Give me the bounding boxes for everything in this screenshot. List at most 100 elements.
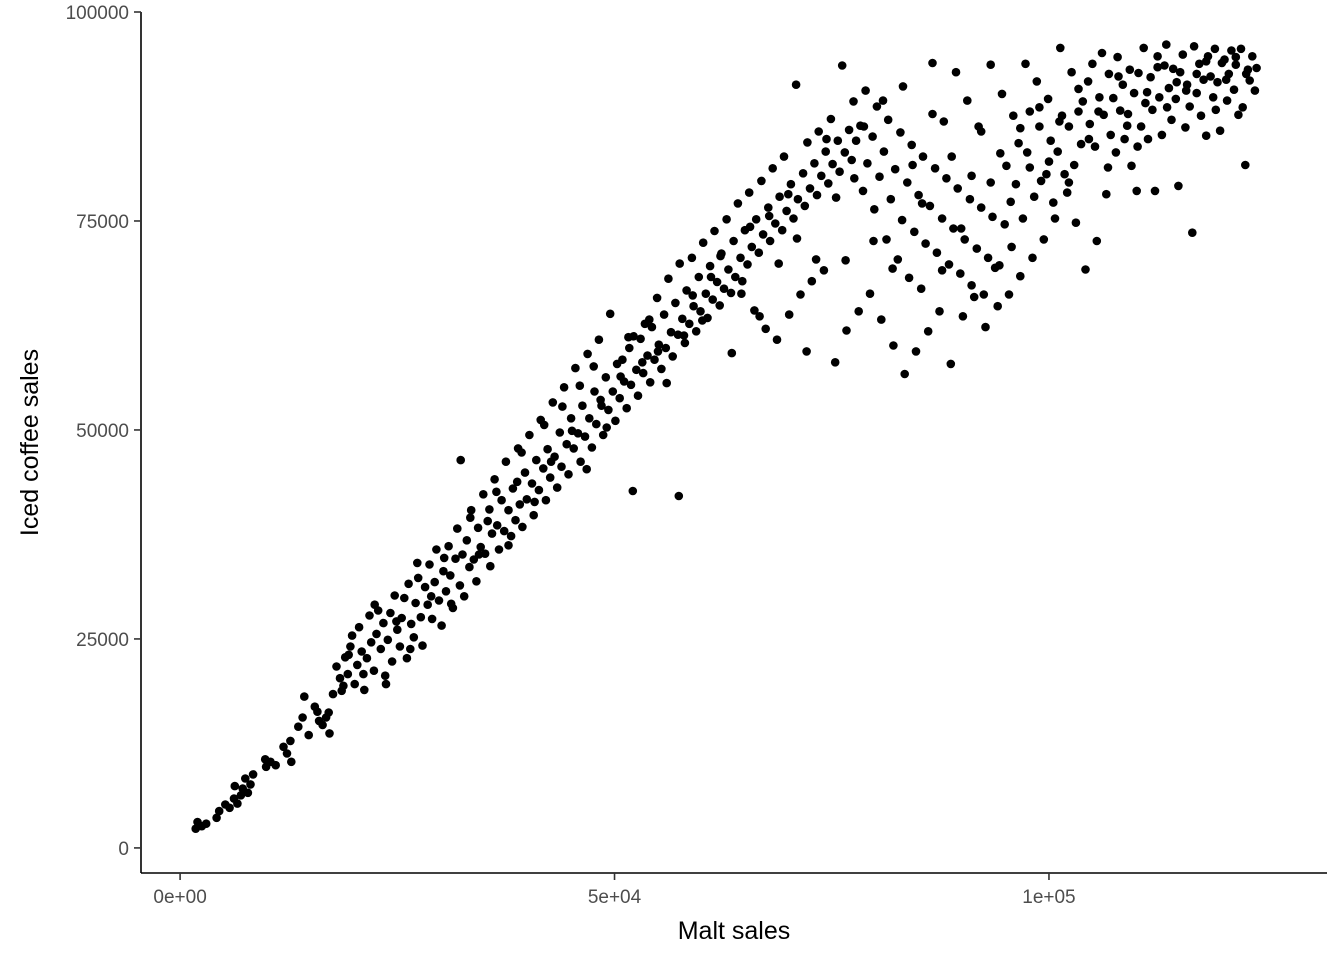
data-point xyxy=(515,500,525,509)
data-point xyxy=(888,264,897,273)
data-point xyxy=(1035,103,1044,112)
data-point xyxy=(337,686,347,696)
data-point xyxy=(1115,106,1125,115)
data-point xyxy=(387,657,397,666)
data-point xyxy=(604,405,613,415)
data-point xyxy=(504,505,513,515)
data-point xyxy=(868,132,877,141)
data-point xyxy=(937,266,947,275)
data-point xyxy=(1174,181,1183,191)
data-point xyxy=(601,373,611,382)
data-point xyxy=(662,378,671,388)
data-point xyxy=(444,541,453,551)
data-point xyxy=(737,289,746,299)
data-point xyxy=(539,420,549,430)
data-point xyxy=(466,513,475,522)
data-point xyxy=(335,673,345,683)
data-point xyxy=(605,309,615,319)
data-point xyxy=(792,234,802,243)
data-point xyxy=(434,596,444,605)
data-point xyxy=(814,127,823,136)
data-point xyxy=(525,430,534,440)
data-point xyxy=(850,174,859,183)
data-point xyxy=(722,215,731,224)
data-point xyxy=(1227,46,1236,55)
data-point xyxy=(567,426,577,436)
data-point xyxy=(589,362,598,371)
data-point xyxy=(986,60,995,69)
data-point xyxy=(1097,48,1107,58)
data-point xyxy=(1185,102,1194,111)
data-point xyxy=(1067,67,1076,77)
data-point xyxy=(1127,161,1136,171)
data-point xyxy=(822,134,831,144)
data-point xyxy=(650,355,659,365)
data-point xyxy=(566,414,576,423)
data-point xyxy=(675,259,684,268)
data-point xyxy=(841,255,850,265)
y-tick-label: 75000 xyxy=(76,212,129,233)
data-point xyxy=(1181,123,1190,132)
data-point xyxy=(1153,62,1162,72)
data-point xyxy=(791,80,801,89)
points-layer xyxy=(191,40,1261,833)
data-point xyxy=(688,291,697,300)
data-point xyxy=(907,140,916,150)
data-point xyxy=(383,635,393,645)
data-point xyxy=(1129,88,1139,98)
data-point xyxy=(883,115,893,125)
data-point xyxy=(1095,93,1104,102)
data-point xyxy=(1046,136,1055,145)
data-point xyxy=(942,174,951,183)
data-point xyxy=(357,647,367,656)
data-point xyxy=(657,364,666,374)
data-point xyxy=(939,117,949,126)
data-point xyxy=(727,348,737,358)
data-point xyxy=(413,573,423,583)
data-point xyxy=(370,600,380,609)
data-point xyxy=(875,172,884,181)
data-point xyxy=(402,653,412,663)
data-point xyxy=(576,457,585,467)
data-point xyxy=(1053,147,1062,156)
data-point xyxy=(652,293,662,303)
data-point xyxy=(743,260,752,269)
data-point xyxy=(1055,117,1064,126)
data-point xyxy=(420,582,430,592)
data-point xyxy=(645,315,654,324)
data-point xyxy=(995,261,1004,270)
data-point xyxy=(501,457,511,467)
data-point xyxy=(685,319,694,329)
data-point xyxy=(744,188,754,197)
data-point xyxy=(366,638,376,647)
data-point xyxy=(1148,105,1157,115)
data-point xyxy=(508,484,518,493)
data-point xyxy=(1220,55,1229,64)
data-point xyxy=(757,176,766,186)
data-point xyxy=(782,206,791,216)
data-point xyxy=(754,248,764,257)
data-point xyxy=(807,276,817,286)
data-point xyxy=(575,381,585,391)
data-point xyxy=(772,335,782,345)
data-point xyxy=(671,298,680,308)
data-point xyxy=(1090,142,1100,151)
data-point xyxy=(1136,122,1146,131)
data-point xyxy=(359,669,368,679)
data-point xyxy=(545,473,555,482)
data-point xyxy=(879,147,889,156)
data-point xyxy=(446,571,455,580)
data-point xyxy=(831,193,841,202)
data-point xyxy=(1181,86,1191,95)
data-point xyxy=(539,464,548,473)
data-point xyxy=(347,631,357,640)
data-point xyxy=(1241,160,1250,170)
data-point xyxy=(986,178,995,187)
data-point xyxy=(712,277,722,287)
data-point xyxy=(1164,83,1174,93)
data-point xyxy=(719,284,729,294)
data-point xyxy=(446,599,456,609)
data-point xyxy=(1011,179,1021,189)
data-point xyxy=(1088,59,1097,69)
data-point xyxy=(318,720,327,730)
